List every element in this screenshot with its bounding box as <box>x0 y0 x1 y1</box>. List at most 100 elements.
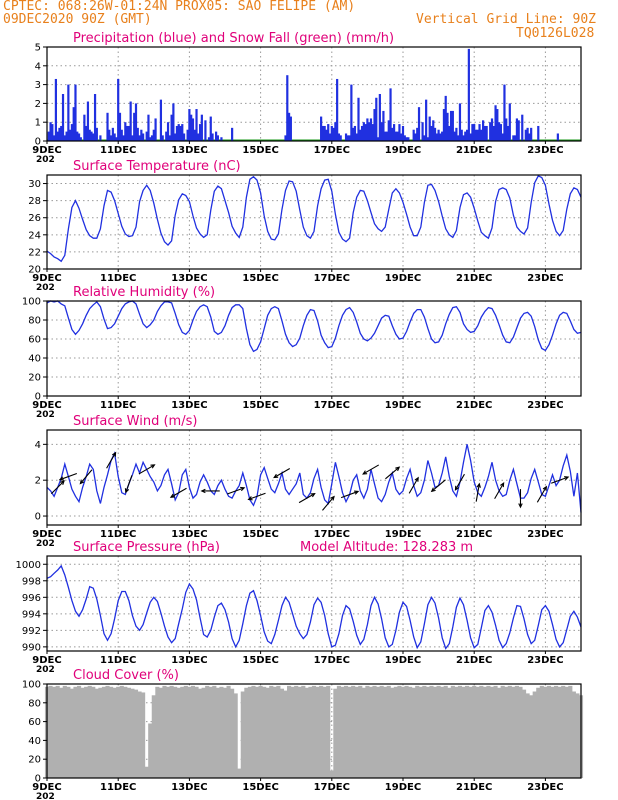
precip-bar <box>352 127 355 141</box>
precip-bar <box>321 125 324 141</box>
precip-bar <box>286 75 289 141</box>
cloud-bar <box>301 685 306 778</box>
cloud-bar <box>418 686 423 778</box>
cloud-bar <box>141 692 146 778</box>
wind-arrow <box>550 476 569 484</box>
x-tick-label: 15DEC <box>242 782 278 793</box>
precip-bar <box>376 137 380 141</box>
precip-bar <box>99 135 102 141</box>
model-resolution: TQ0126L028 <box>516 26 595 41</box>
wind-arrow <box>106 452 117 469</box>
x-tick-label: 17DEC <box>314 655 350 666</box>
precip-bar <box>175 125 179 141</box>
y-tick-label: 2 <box>35 99 41 110</box>
wind-arrow <box>298 493 315 504</box>
cloud-bar <box>429 685 434 778</box>
cloud-bar <box>151 695 156 778</box>
x-tick-label: 23DEC <box>527 400 563 411</box>
precip-bar <box>134 103 138 141</box>
precip-bar <box>537 125 540 141</box>
wind-arrow <box>454 473 465 491</box>
cloud-bar <box>450 685 455 778</box>
wind-arrow-head <box>169 493 175 498</box>
cloud-bar <box>543 686 548 778</box>
precip-bar <box>56 131 59 141</box>
x-tick-label: 9DEC <box>32 145 61 156</box>
cloud-bar <box>443 685 448 778</box>
x-tick-label: 21DEC <box>456 400 492 411</box>
cloud-bar <box>194 686 199 778</box>
x-tick-label: 9DEC <box>32 400 61 411</box>
precip-bar <box>95 127 98 141</box>
precip-bar <box>433 127 437 141</box>
cloud-bar <box>254 686 260 778</box>
x-tick-label: 21DEC <box>456 782 492 793</box>
precip-bar <box>61 94 65 141</box>
precip-bar <box>375 97 378 141</box>
y-tick-label: 992 <box>22 626 41 637</box>
wind-arrow-head <box>273 473 279 479</box>
cloud-bar <box>212 685 217 778</box>
precip-bar <box>334 122 337 141</box>
cloud-bar <box>504 686 509 778</box>
panel-frame <box>46 683 582 779</box>
x-tick-label: 23DEC <box>527 145 563 156</box>
wind-arrow-head <box>500 482 505 488</box>
precip-bar <box>193 129 196 141</box>
cloud-bar <box>180 686 185 778</box>
cloud-bar <box>279 688 285 778</box>
cloud-bar <box>500 685 505 778</box>
precip-bar <box>327 124 330 141</box>
precip-bar <box>120 129 123 141</box>
wind-arrow-head <box>310 492 316 498</box>
precip-bar <box>140 129 143 141</box>
cloud-bar <box>230 688 235 778</box>
cloud-bar <box>383 686 388 778</box>
y-tick-label: 80 <box>28 698 41 709</box>
cloud-bar <box>372 685 377 778</box>
y-tick-label: 0 <box>35 512 41 523</box>
precip-bar <box>79 137 82 141</box>
cloud-bar <box>165 686 171 778</box>
precip-bar <box>455 127 458 141</box>
cloud-bar <box>436 685 441 778</box>
precip-bar <box>405 137 408 141</box>
x-tick-label: 23DEC <box>527 655 563 666</box>
precip-bar <box>428 116 431 141</box>
wind-arrow-head <box>111 451 117 457</box>
cloud-bar <box>226 685 231 778</box>
precip-bar <box>512 135 515 141</box>
precip-bar <box>161 135 164 141</box>
cloud-bar <box>304 687 309 778</box>
cloud-bar <box>76 685 82 778</box>
panel-frame <box>46 300 582 397</box>
cloud-bar <box>190 685 196 778</box>
wind-arrow-head <box>430 487 436 493</box>
precip-bar <box>460 129 463 141</box>
cloud-bar <box>358 685 363 778</box>
precip-bar <box>220 137 223 141</box>
wind-arrow <box>170 487 187 498</box>
precip-bar <box>380 122 383 141</box>
precip-bar <box>133 112 136 141</box>
wind-arrow <box>125 475 133 493</box>
cloud-bar <box>91 686 96 778</box>
cloud-bar <box>571 691 576 778</box>
precip-bar <box>556 133 559 141</box>
cloud-bar <box>518 686 523 778</box>
precip-bar <box>524 129 527 141</box>
precip-bar <box>430 125 433 141</box>
cloud-bar <box>521 689 527 778</box>
precip-bar <box>348 135 351 141</box>
x-tick-label: 11DEC <box>100 145 136 156</box>
precip-bar <box>521 114 524 141</box>
wind-arrow-head <box>60 480 65 485</box>
precip-bar <box>145 131 148 141</box>
cloud-bar <box>265 687 270 778</box>
cloud-bar <box>336 685 341 778</box>
x-tick-label: 13DEC <box>171 400 207 411</box>
panel-precip: 0 1 2 3 4 5 9DEC 11DEC 13DEC 15DEC 17DEC 19DEC 21DEC… <box>32 31 582 165</box>
cloud-bar <box>69 688 74 778</box>
cloud-bar <box>539 685 544 778</box>
precip-bar <box>362 122 365 141</box>
